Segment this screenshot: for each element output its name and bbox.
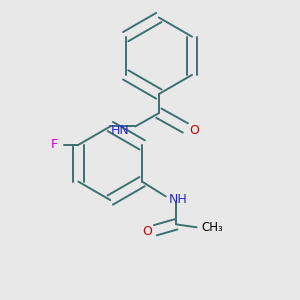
Text: F: F: [51, 138, 58, 151]
Text: O: O: [189, 124, 199, 137]
Text: O: O: [142, 225, 152, 238]
Text: CH₃: CH₃: [201, 221, 223, 234]
Text: HN: HN: [111, 124, 129, 137]
Text: NH: NH: [169, 193, 188, 206]
